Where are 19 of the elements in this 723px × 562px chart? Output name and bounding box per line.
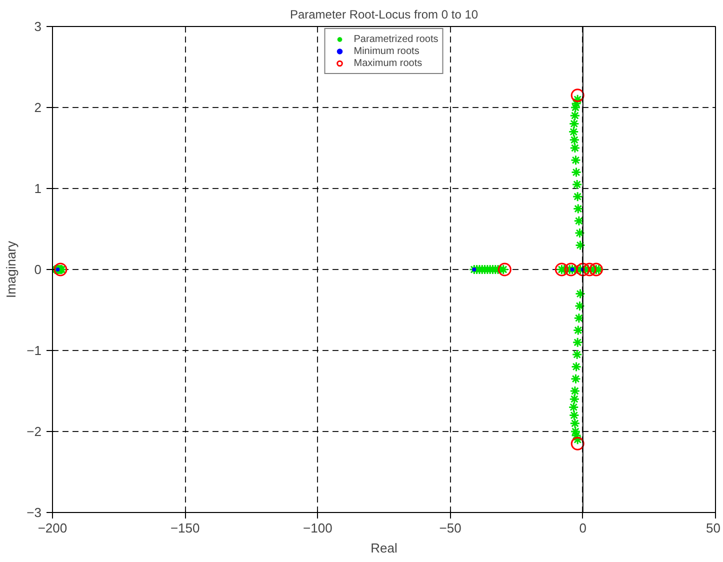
legend-label: Maximum roots <box>354 57 422 69</box>
x-tick-label: −150 <box>170 520 200 536</box>
x-tick-label: −50 <box>439 520 462 536</box>
y-tick-label: 1 <box>34 181 42 196</box>
y-tick-label: 2 <box>34 100 42 115</box>
y-tick-label: −2 <box>26 424 42 439</box>
x-tick-label: −100 <box>303 520 332 536</box>
x-tick-label: 50 <box>706 520 721 536</box>
legend-label: Minimum roots <box>354 45 420 57</box>
y-axis-title: Imaginary <box>4 240 19 298</box>
legend-label: Parametrized roots <box>354 33 438 45</box>
y-tick-label: −1 <box>26 343 42 358</box>
y-tick-label: −3 <box>26 505 42 520</box>
x-tick-label: −200 <box>38 520 68 536</box>
x-tick-label: 0 <box>579 520 587 536</box>
y-tick-label: 0 <box>34 262 42 277</box>
y-tick-label: 3 <box>34 19 42 34</box>
chart-title: Parameter Root-Locus from 0 to 10 <box>290 8 478 22</box>
x-axis-title: Real <box>370 540 398 556</box>
